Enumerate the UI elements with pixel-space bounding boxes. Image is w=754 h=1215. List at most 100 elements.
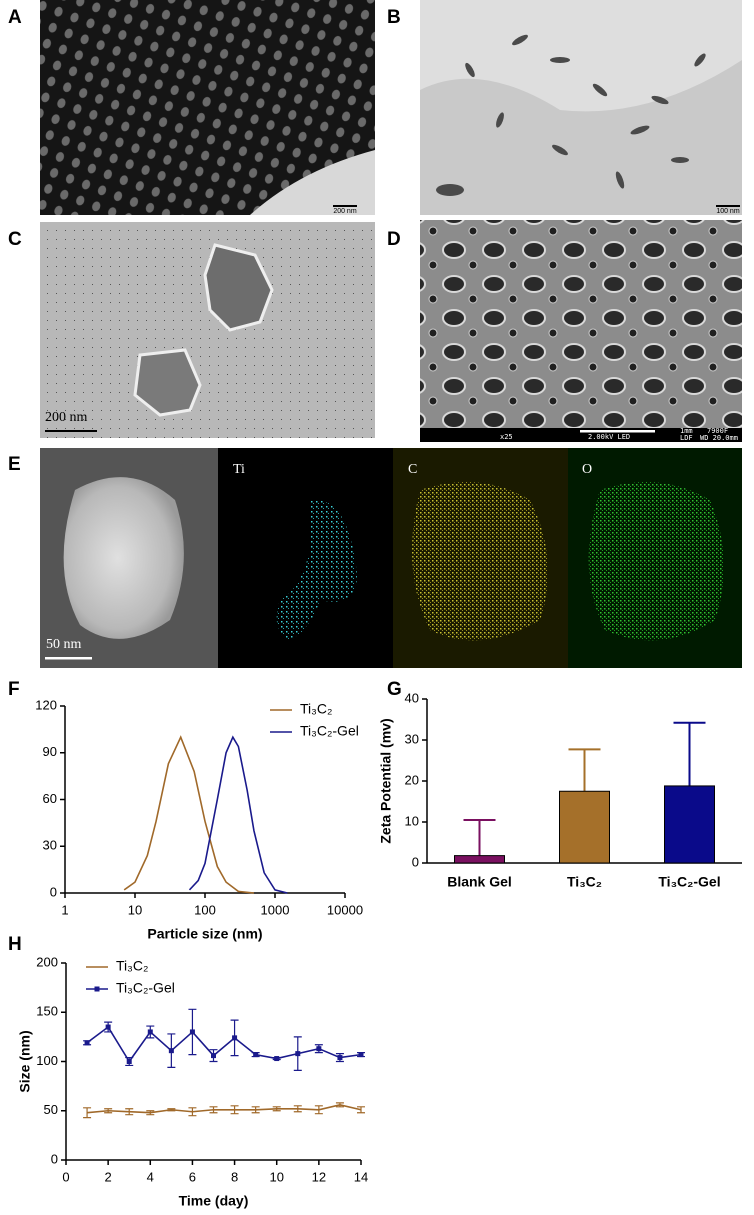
particle xyxy=(133,348,202,417)
legend-marker xyxy=(94,986,100,992)
error-bar xyxy=(251,1106,260,1114)
map-label: C xyxy=(408,462,417,477)
error-bar xyxy=(314,1105,323,1115)
sem-info: WD 20.0mm xyxy=(700,434,738,442)
panel-label: E xyxy=(8,454,21,475)
marker xyxy=(105,1024,111,1030)
x-tick-label: 1 xyxy=(61,902,68,917)
y-tick-label: 200 xyxy=(36,954,58,969)
panel-label: H xyxy=(8,934,22,955)
y-tick-label: 50 xyxy=(44,1102,58,1117)
marker xyxy=(189,1029,195,1035)
scale-bar xyxy=(333,205,357,207)
map-o-signal xyxy=(588,482,724,641)
x-tick-label: 10 xyxy=(128,902,142,917)
panel-label: F xyxy=(8,679,20,700)
y-axis-title: Zeta Potential (mv) xyxy=(378,718,394,843)
panel-label: B xyxy=(387,7,401,28)
sem-info: LDF xyxy=(680,434,693,442)
y-tick-label: 0 xyxy=(412,854,419,869)
sem-info: x25 xyxy=(500,433,513,441)
image-b-particles xyxy=(436,34,706,196)
error-bar xyxy=(335,1102,344,1108)
error-bar xyxy=(272,1106,281,1112)
x-axis-title: Particle size (nm) xyxy=(147,926,262,942)
error-bar xyxy=(188,1107,197,1117)
error-bar xyxy=(125,1108,134,1116)
line xyxy=(86,1104,362,1114)
error-bar xyxy=(146,1110,155,1116)
y-tick-label: 90 xyxy=(43,744,57,759)
legend-label: Ti₃C₂-Gel xyxy=(300,723,359,739)
scale-label: 50 nm xyxy=(46,637,82,652)
x-tick-label: Blank Gel xyxy=(447,874,512,890)
y-tick-label: 20 xyxy=(405,772,419,787)
marker xyxy=(253,1052,259,1058)
bar xyxy=(454,855,505,864)
panel-label: C xyxy=(8,229,22,250)
error-bar xyxy=(293,1105,302,1113)
marker xyxy=(337,1055,343,1061)
image-c-noise xyxy=(40,222,375,438)
y-tick-label: 0 xyxy=(50,884,57,899)
bar xyxy=(559,790,610,864)
map-ti xyxy=(218,448,393,668)
y-tick-label: 40 xyxy=(405,690,419,705)
y-tick-label: 100 xyxy=(36,1053,58,1068)
sem-info-bar xyxy=(420,428,742,442)
x-tick-label: 12 xyxy=(312,1169,326,1184)
error-bar xyxy=(673,721,706,786)
x-tick-label: 10000 xyxy=(327,902,363,917)
marker xyxy=(126,1059,132,1064)
legend-label: Ti₃C₂ xyxy=(116,958,148,974)
x-tick-label: 10 xyxy=(269,1169,283,1184)
sem-info: 2.00kV LED xyxy=(588,433,630,441)
sem-info: 1mm xyxy=(680,427,693,435)
error-bar xyxy=(209,1106,218,1114)
error-bar xyxy=(104,1108,113,1114)
map-c-signal xyxy=(412,482,548,641)
x-tick-label: 14 xyxy=(354,1169,368,1184)
scale-label: 100 nm xyxy=(716,208,740,215)
x-tick-label: 4 xyxy=(147,1169,154,1184)
x-tick-label: 0 xyxy=(62,1169,69,1184)
marker xyxy=(358,1052,364,1058)
error-bar xyxy=(167,1108,176,1112)
x-tick-label: 6 xyxy=(189,1169,196,1184)
error-bar xyxy=(83,1107,92,1119)
x-tick-label: 1000 xyxy=(261,902,290,917)
scale-bar xyxy=(580,430,655,433)
scale-bar xyxy=(45,657,92,660)
x-tick-label: Ti₃C₂ xyxy=(567,874,602,890)
y-axis-title: Size (nm) xyxy=(17,1030,33,1092)
x-tick-label: Ti₃C₂-Gel xyxy=(658,874,720,890)
line xyxy=(123,735,255,894)
y-tick-label: 60 xyxy=(43,791,57,806)
marker xyxy=(211,1053,216,1059)
marker xyxy=(232,1035,238,1041)
error-bar xyxy=(357,1106,365,1114)
marker xyxy=(274,1056,280,1062)
panel-label: D xyxy=(387,229,401,250)
sem-info: 7900F xyxy=(707,427,728,435)
x-tick-label: 2 xyxy=(105,1169,112,1184)
scale-bar xyxy=(45,430,97,432)
error-bar xyxy=(568,748,601,792)
marker xyxy=(316,1046,322,1052)
particle xyxy=(203,243,274,332)
line xyxy=(188,735,288,894)
image-d xyxy=(420,220,742,428)
marker xyxy=(168,1048,174,1054)
error-bar xyxy=(463,818,496,856)
x-tick-label: 100 xyxy=(194,902,216,917)
y-tick-label: 0 xyxy=(51,1151,58,1166)
scale-label: 200 nm xyxy=(333,208,357,215)
error-bar xyxy=(230,1105,239,1115)
marker xyxy=(295,1051,301,1057)
particle xyxy=(63,477,184,639)
map-label: Ti xyxy=(233,462,245,477)
marker xyxy=(84,1040,90,1046)
y-tick-label: 30 xyxy=(405,731,419,746)
x-axis-title: Time (day) xyxy=(179,1193,249,1209)
